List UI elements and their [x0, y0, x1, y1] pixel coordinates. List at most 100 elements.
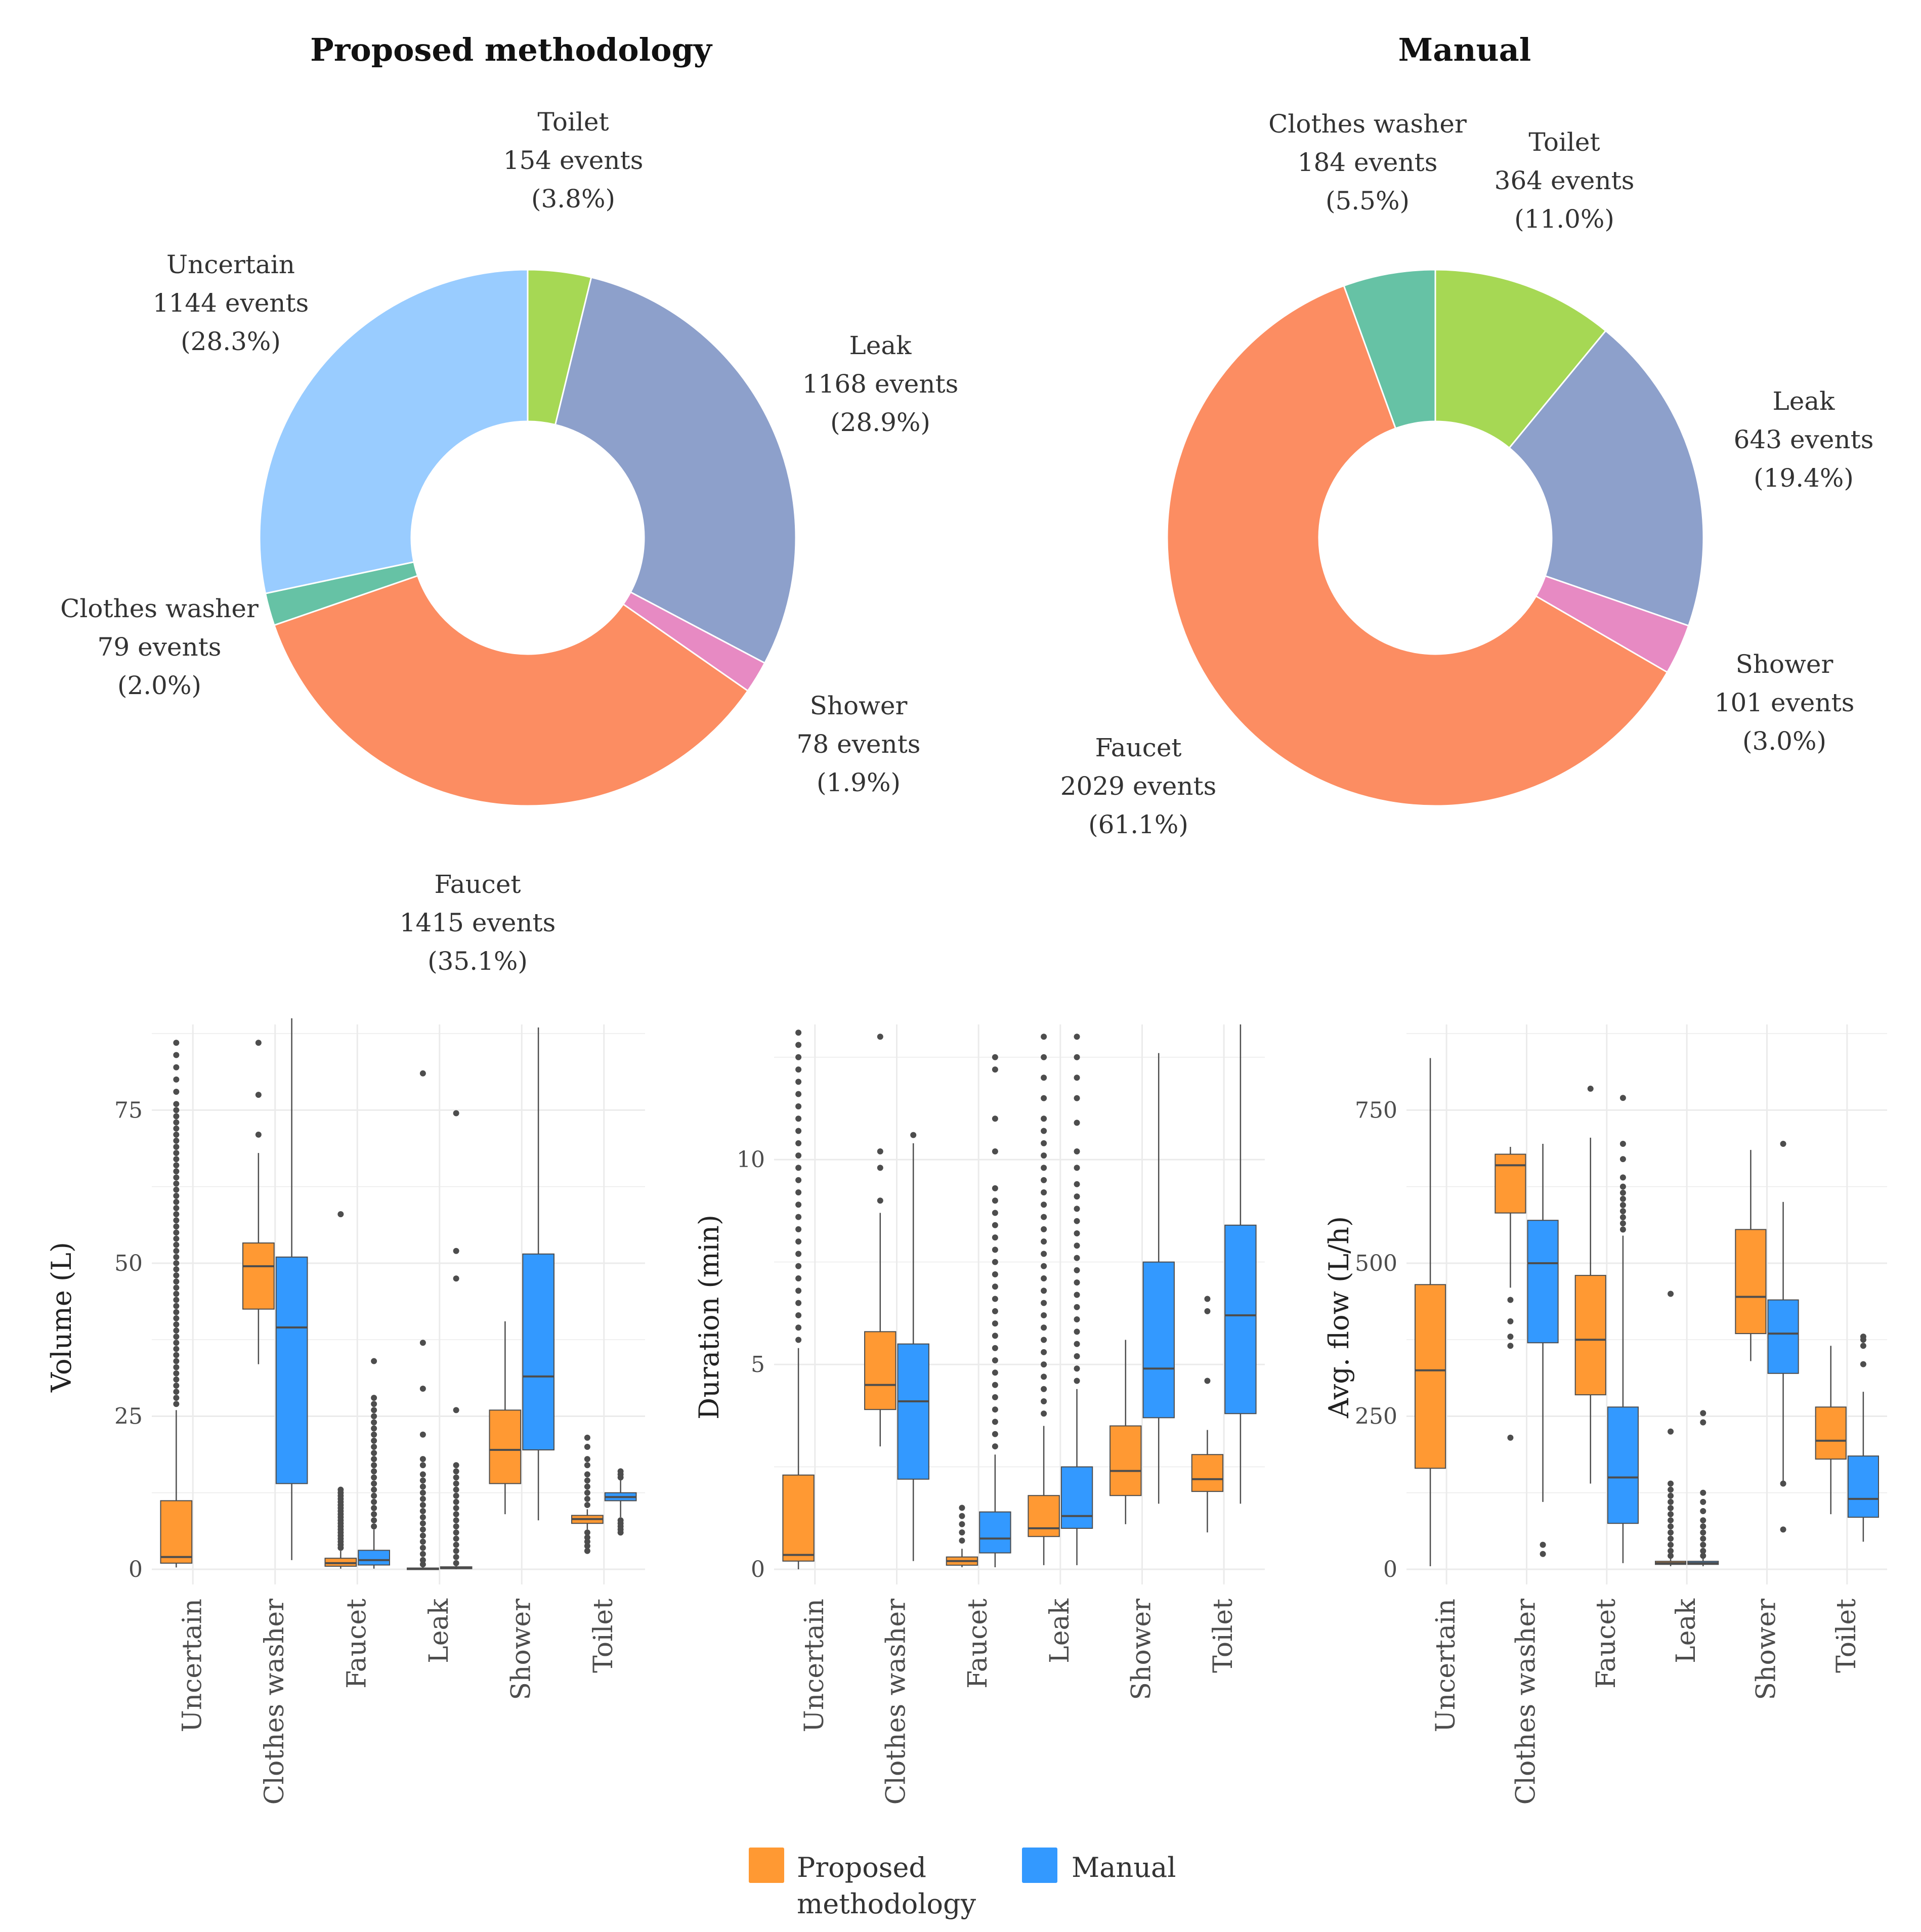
outlier-volume-proposed-methodology-uncertain — [173, 1156, 180, 1163]
outlier-duration-manual-leak — [1074, 1255, 1080, 1261]
outlier-volume-proposed-methodology-toilet — [584, 1543, 590, 1550]
outlier-duration-manual-leak — [1074, 1292, 1080, 1298]
outlier-volume-proposed-methodology-leak — [419, 1551, 426, 1557]
outlier-volume-proposed-methodology-leak — [419, 1456, 426, 1463]
outlier-volume-proposed-methodology-toilet — [584, 1501, 590, 1508]
outlier-duration-proposed-methodology-leak — [1041, 1410, 1047, 1417]
outlier-duration-proposed-methodology-leak — [1041, 1373, 1047, 1380]
outlier-duration-proposed-methodology-leak — [1041, 1300, 1047, 1306]
outlier-duration-manual-faucet — [992, 1185, 998, 1191]
donut-label-manual-faucet-line3: (61.1%) — [1088, 810, 1188, 839]
outlier-volume-proposed-methodology-uncertain — [173, 1101, 180, 1107]
outlier-duration-proposed-methodology-leak — [1041, 1324, 1047, 1331]
outlier-duration-manual-faucet — [992, 1320, 998, 1327]
outlier-volume-proposed-methodology-uncertain — [173, 1089, 180, 1095]
outlier-duration-manual-leak — [1074, 1279, 1080, 1286]
donut-label-proposed-toilet-line3: (3.8%) — [531, 184, 615, 213]
outlier-duration-manual-faucet — [992, 1210, 998, 1216]
x-tick-label-avg-flow-toilet: Toilet — [1831, 1599, 1862, 1673]
outlier-duration-proposed-methodology-leak — [1041, 1263, 1047, 1269]
x-tick-label-volume-toilet: Toilet — [588, 1599, 619, 1673]
outlier-volume-proposed-methodology-toilet — [584, 1456, 590, 1463]
outlier-volume-manual-faucet — [371, 1462, 377, 1469]
y-axis-label-duration: Duration (min) — [693, 1215, 725, 1420]
outlier-avg-flow-proposed-methodology-leak — [1668, 1498, 1674, 1505]
outlier-avg-flow-manual-leak — [1700, 1508, 1706, 1515]
outlier-volume-proposed-methodology-leak — [419, 1532, 426, 1539]
outlier-volume-manual-faucet — [371, 1517, 377, 1524]
donut-label-proposed-leak-line2: 1168 events — [802, 369, 959, 399]
outlier-volume-proposed-methodology-toilet — [584, 1483, 590, 1490]
outlier-volume-manual-faucet — [371, 1407, 377, 1413]
outlier-avg-flow-proposed-methodology-leak — [1668, 1553, 1674, 1559]
outlier-volume-manual-leak — [453, 1517, 459, 1524]
outlier-volume-proposed-methodology-uncertain — [173, 1389, 180, 1395]
outlier-duration-proposed-methodology-uncertain — [795, 1140, 802, 1146]
outlier-duration-manual-leak — [1074, 1095, 1080, 1101]
outlier-avg-flow-proposed-methodology-clothes-washer — [1507, 1334, 1514, 1340]
outlier-avg-flow-proposed-methodology-leak — [1668, 1492, 1674, 1499]
outlier-volume-proposed-methodology-toilet — [584, 1534, 590, 1541]
donut-label-proposed-leak-line3: (28.9%) — [830, 408, 930, 437]
donut-label-manual-leak-line1: Leak — [1773, 387, 1835, 416]
outlier-avg-flow-manual-shower — [1780, 1140, 1786, 1147]
outlier-duration-manual-faucet — [992, 1197, 998, 1204]
outlier-duration-manual-leak — [1074, 1304, 1080, 1310]
outlier-volume-proposed-methodology-uncertain — [173, 1395, 180, 1401]
donut-label-manual-shower-line1: Shower — [1736, 650, 1833, 679]
box-duration-proposed-methodology-leak — [1028, 1495, 1060, 1537]
y-tick-label-volume: 25 — [114, 1403, 143, 1429]
outlier-volume-proposed-methodology-leak — [419, 1501, 426, 1508]
outlier-volume-proposed-methodology-clothes-washer — [255, 1092, 262, 1098]
outlier-duration-proposed-methodology-leak — [1041, 1337, 1047, 1343]
outlier-duration-proposed-methodology-leak — [1041, 1165, 1047, 1171]
outlier-volume-proposed-methodology-toilet — [584, 1462, 590, 1469]
outlier-volume-proposed-methodology-leak — [419, 1526, 426, 1533]
donut-label-manual-leak-line3: (19.4%) — [1754, 463, 1854, 493]
outlier-volume-proposed-methodology-uncertain — [173, 1284, 180, 1291]
outlier-duration-proposed-methodology-leak — [1041, 1095, 1047, 1101]
outlier-avg-flow-manual-faucet — [1619, 1095, 1626, 1101]
outlier-volume-proposed-methodology-uncertain — [173, 1217, 180, 1224]
outlier-duration-proposed-methodology-clothes-washer — [877, 1034, 883, 1040]
outlier-volume-proposed-methodology-leak — [419, 1483, 426, 1490]
outlier-avg-flow-proposed-methodology-leak — [1668, 1428, 1674, 1435]
donut-label-proposed-toilet-line2: 154 events — [503, 146, 644, 175]
outlier-avg-flow-proposed-methodology-leak — [1668, 1291, 1674, 1297]
outlier-avg-flow-manual-leak — [1700, 1535, 1706, 1542]
outlier-avg-flow-manual-toilet — [1860, 1343, 1866, 1349]
outlier-duration-proposed-methodology-uncertain — [795, 1238, 802, 1245]
outlier-duration-proposed-methodology-leak — [1041, 1287, 1047, 1294]
outlier-avg-flow-manual-faucet — [1619, 1214, 1626, 1221]
donut-label-proposed-toilet-line1: Toilet — [537, 107, 609, 137]
outlier-volume-proposed-methodology-leak — [419, 1508, 426, 1515]
outlier-volume-proposed-methodology-toilet — [584, 1538, 590, 1545]
outlier-duration-proposed-methodology-leak — [1041, 1054, 1047, 1060]
outlier-volume-proposed-methodology-leak — [419, 1561, 426, 1568]
outlier-volume-proposed-methodology-uncertain — [173, 1064, 180, 1070]
box-avg-flow-manual-clothes-washer — [1527, 1220, 1559, 1344]
outlier-avg-flow-manual-leak — [1700, 1489, 1706, 1496]
box-duration-manual-clothes-washer — [897, 1343, 929, 1480]
outlier-duration-proposed-methodology-uncertain — [795, 1079, 802, 1085]
outlier-volume-manual-faucet — [371, 1523, 377, 1530]
outlier-avg-flow-manual-leak — [1700, 1553, 1706, 1559]
outlier-avg-flow-proposed-methodology-leak — [1668, 1511, 1674, 1518]
outlier-duration-proposed-methodology-leak — [1041, 1251, 1047, 1257]
outlier-volume-proposed-methodology-uncertain — [173, 1352, 180, 1358]
outlier-volume-proposed-methodology-uncertain — [173, 1321, 180, 1327]
outlier-duration-manual-faucet — [992, 1333, 998, 1339]
donut-label-proposed-clothes-washer-line2: 79 events — [98, 632, 222, 662]
outlier-volume-proposed-methodology-uncertain — [173, 1205, 180, 1212]
outlier-volume-proposed-methodology-uncertain — [173, 1278, 180, 1285]
outlier-duration-proposed-methodology-uncertain — [795, 1103, 802, 1109]
outlier-volume-proposed-methodology-uncertain — [173, 1315, 180, 1321]
outlier-avg-flow-manual-faucet — [1619, 1208, 1626, 1215]
outlier-duration-manual-leak — [1074, 1193, 1080, 1200]
outlier-duration-proposed-methodology-clothes-washer — [877, 1197, 883, 1204]
outlier-duration-manual-faucet — [992, 1357, 998, 1364]
outlier-avg-flow-proposed-methodology-clothes-washer — [1507, 1297, 1514, 1303]
outlier-duration-manual-faucet — [992, 1247, 998, 1253]
outlier-duration-manual-leak — [1074, 1181, 1080, 1187]
box-avg-flow-manual-shower — [1767, 1299, 1799, 1374]
